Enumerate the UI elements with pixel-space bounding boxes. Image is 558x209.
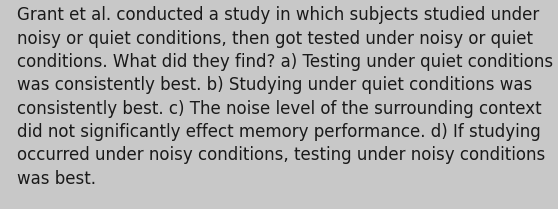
Text: Grant et al. conducted a study in which subjects studied under
noisy or quiet co: Grant et al. conducted a study in which … bbox=[17, 6, 553, 187]
